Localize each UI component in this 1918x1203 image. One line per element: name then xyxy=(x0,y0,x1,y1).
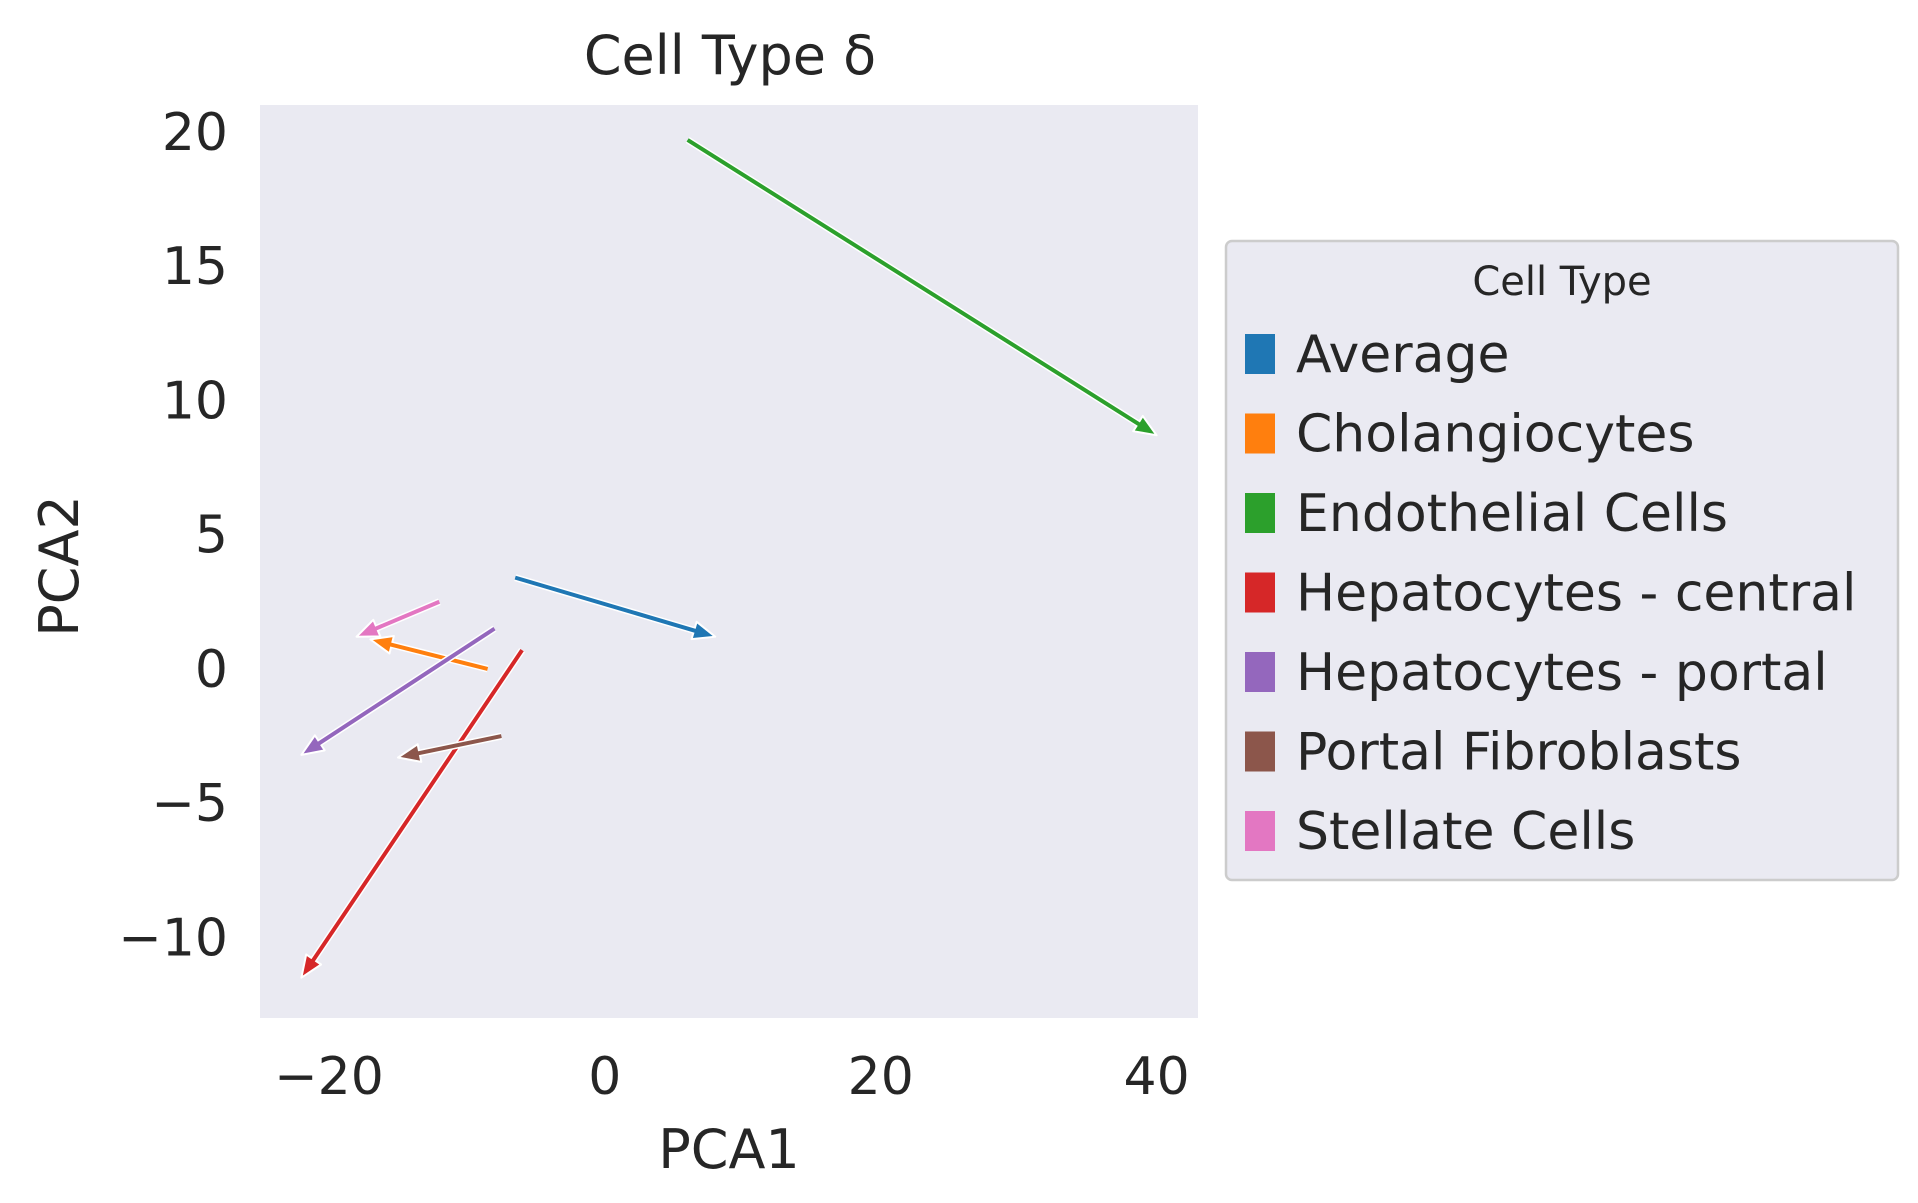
legend: Cell Type Average Cholangiocytes Endotheli… xyxy=(1224,239,1900,882)
legend-swatch xyxy=(1245,493,1275,533)
arrows xyxy=(300,136,1158,979)
arrow xyxy=(396,732,503,763)
arrow xyxy=(369,635,489,673)
legend-item: Cholangiocytes xyxy=(1245,405,1694,465)
arrow-shaft xyxy=(389,642,489,671)
y-ticks: −10 −5 0 5 10 15 20 xyxy=(118,103,228,969)
y-axis-label: PCA2 xyxy=(28,495,91,637)
legend-label: Endothelial Cells xyxy=(1296,484,1728,544)
x-tick-label: −20 xyxy=(274,1047,384,1107)
x-tick-label: 40 xyxy=(1124,1047,1190,1107)
arrow-shaft xyxy=(374,599,441,631)
legend-swatch xyxy=(1245,413,1275,454)
y-tick-label: 20 xyxy=(162,103,228,163)
legend-label: Average xyxy=(1296,325,1510,385)
arrow-shaft xyxy=(417,734,502,756)
legend-title: Cell Type xyxy=(1472,259,1651,305)
legend-swatch xyxy=(1245,811,1275,851)
arrow-shaft xyxy=(310,648,524,963)
legend-item: Stellate Cells xyxy=(1245,802,1635,862)
legend-label: Hepatocytes - portal xyxy=(1296,643,1828,703)
arrow-shaft xyxy=(514,575,697,633)
legend-item: Hepatocytes - portal xyxy=(1245,643,1828,703)
x-ticks: −20 0 20 40 xyxy=(274,1047,1190,1107)
legend-swatch xyxy=(1245,334,1275,374)
arrow-shaft xyxy=(686,138,1141,427)
plot-area xyxy=(260,105,1198,1018)
legend-item: Average xyxy=(1245,325,1510,385)
arrow xyxy=(685,136,1158,437)
x-axis-label: PCA1 xyxy=(658,1118,800,1181)
arrow-shaft xyxy=(317,626,496,746)
y-tick-label: 0 xyxy=(195,640,228,700)
x-tick-label: 20 xyxy=(848,1047,914,1107)
arrow xyxy=(300,648,525,979)
arrow xyxy=(300,625,497,756)
legend-items: Average Cholangiocytes Endothelial Cells He… xyxy=(1245,325,1856,862)
y-tick-label: 10 xyxy=(162,371,228,431)
legend-label: Portal Fibroblasts xyxy=(1296,723,1741,783)
legend-item: Endothelial Cells xyxy=(1245,484,1728,544)
legend-swatch xyxy=(1245,731,1275,772)
x-tick-label: 0 xyxy=(588,1047,621,1107)
legend-item: Portal Fibroblasts xyxy=(1245,723,1741,783)
legend-swatch xyxy=(1245,572,1275,613)
legend-swatch xyxy=(1245,652,1275,692)
legend-frame xyxy=(1224,239,1900,882)
arrow xyxy=(514,574,717,641)
legend-label: Cholangiocytes xyxy=(1296,405,1694,465)
y-tick-label: 5 xyxy=(195,506,228,566)
legend-item: Hepatocytes - central xyxy=(1245,564,1856,624)
chart-title: Cell Type δ xyxy=(584,24,876,87)
y-tick-label: −5 xyxy=(151,774,228,834)
arrow xyxy=(355,598,441,638)
y-tick-label: −10 xyxy=(118,908,228,968)
legend-label: Stellate Cells xyxy=(1296,802,1635,862)
legend-label: Hepatocytes - central xyxy=(1296,564,1856,624)
y-tick-label: 15 xyxy=(162,237,228,297)
